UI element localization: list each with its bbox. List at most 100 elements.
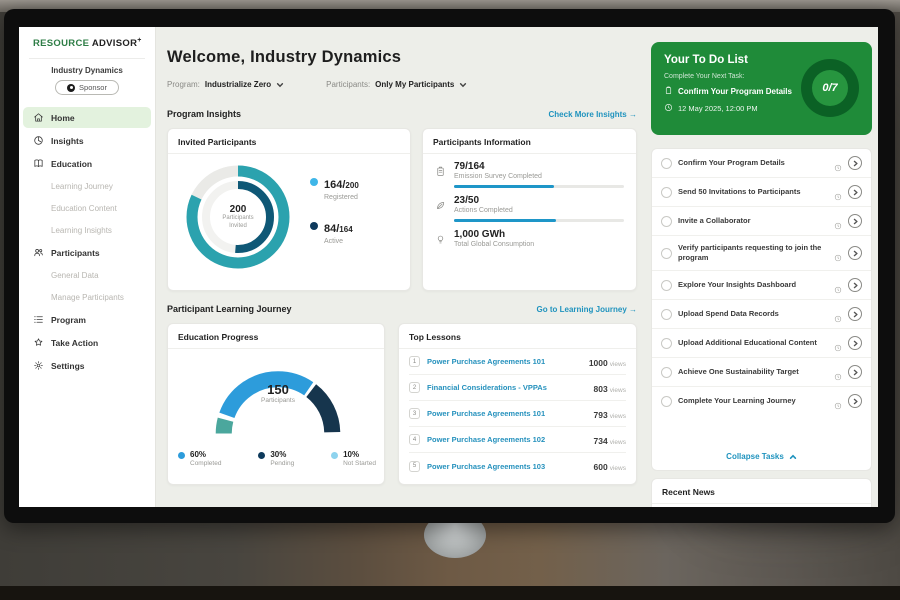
sidebar-item-manage-participants[interactable]: Manage Participants xyxy=(23,287,151,307)
task-row[interactable]: Achieve One Sustainability Target xyxy=(652,358,871,387)
task-row[interactable]: Invite a Collaborator xyxy=(652,207,871,236)
org-name: Industry Dynamics xyxy=(19,66,155,75)
info-row-actions: 23/50 Actions Completed xyxy=(423,188,636,214)
sidebar-item-education[interactable]: Education xyxy=(23,153,151,174)
info-label: Total Global Consumption xyxy=(454,241,534,248)
task-open-button[interactable] xyxy=(848,246,862,260)
program-dropdown[interactable]: Program: Industrialize Zero xyxy=(167,80,284,89)
clock-icon xyxy=(834,159,842,167)
todo-progress-ring: 0/7 xyxy=(801,59,859,117)
task-label: Upload Additional Educational Content xyxy=(678,338,828,348)
clock-icon xyxy=(834,397,842,405)
task-label: Confirm Your Program Details xyxy=(678,158,828,168)
info-label: Actions Completed xyxy=(454,207,513,214)
check-more-insights-link[interactable]: Check More Insights → xyxy=(549,110,637,119)
legend-value-total: 200 xyxy=(345,181,358,190)
sidebar-item-general-data[interactable]: General Data xyxy=(23,265,151,285)
sponsor-badge: Sponsor xyxy=(55,80,119,95)
task-open-button[interactable] xyxy=(848,394,862,408)
task-row[interactable]: Explore Your Insights Dashboard xyxy=(652,271,871,300)
lesson-rank: 3 xyxy=(409,408,420,419)
lesson-link[interactable]: Power Purchase Agreements 102 xyxy=(427,435,587,444)
legend-item-registered: 164/200 Registered xyxy=(310,175,359,201)
section-title-learning-journey: Participant Learning Journey xyxy=(167,304,292,314)
sidebar-item-label: Learning Journey xyxy=(51,182,113,191)
people-icon xyxy=(33,247,44,258)
sidebar-item-learning-insights[interactable]: Learning Insights xyxy=(23,220,151,240)
sidebar-item-label: Take Action xyxy=(51,338,98,348)
task-checkbox[interactable] xyxy=(661,338,672,349)
list-icon xyxy=(33,314,44,325)
task-row[interactable]: Upload Additional Educational Content xyxy=(652,329,871,358)
task-label: Explore Your Insights Dashboard xyxy=(678,280,828,290)
clock-icon xyxy=(834,368,842,376)
task-checkbox[interactable] xyxy=(661,309,672,320)
info-row-emission-survey: 79/164 Emission Survey Completed xyxy=(423,154,636,180)
clock-icon xyxy=(834,310,842,318)
section-title-program-insights: Program Insights xyxy=(167,109,241,119)
sidebar-item-home[interactable]: Home xyxy=(23,107,151,128)
task-open-button[interactable] xyxy=(848,156,862,170)
book-icon xyxy=(33,158,44,169)
lesson-row: 4 Power Purchase Agreements 102 734views xyxy=(409,427,626,453)
task-row[interactable]: Confirm Your Program Details xyxy=(652,149,871,178)
sidebar-item-insights[interactable]: Insights xyxy=(23,130,151,151)
legend-item-active: 84/164 Active xyxy=(310,219,359,245)
legend-label: Active xyxy=(324,238,353,245)
task-open-button[interactable] xyxy=(848,365,862,379)
invited-participants-card: Invited Participants 200 ParticipantsInv… xyxy=(167,128,411,291)
sidebar-item-learning-journey[interactable]: Learning Journey xyxy=(23,176,151,196)
participants-dropdown-label: Participants: xyxy=(326,80,370,89)
lesson-views: 600 xyxy=(594,462,608,472)
task-checkbox[interactable] xyxy=(661,248,672,259)
sidebar-item-education-content[interactable]: Education Content xyxy=(23,198,151,218)
lesson-link[interactable]: Financial Considerations - VPPAs xyxy=(427,383,587,392)
collapse-tasks-link[interactable]: Collapse Tasks xyxy=(652,444,871,470)
task-checkbox[interactable] xyxy=(661,367,672,378)
task-checkbox[interactable] xyxy=(661,280,672,291)
lesson-link[interactable]: Power Purchase Agreements 103 xyxy=(427,462,587,471)
lesson-link[interactable]: Power Purchase Agreements 101 xyxy=(427,409,587,418)
gear-icon xyxy=(33,360,44,371)
task-row[interactable]: Upload Spend Data Records xyxy=(652,300,871,329)
task-open-button[interactable] xyxy=(848,307,862,321)
sidebar-item-program[interactable]: Program xyxy=(23,309,151,330)
link-label: Check More Insights xyxy=(549,110,627,119)
lesson-views: 734 xyxy=(594,436,608,446)
sidebar-item-take-action[interactable]: Take Action xyxy=(23,332,151,353)
link-label: Go to Learning Journey xyxy=(537,305,627,314)
info-value: 23/50 xyxy=(454,195,513,206)
sidebar-item-settings[interactable]: Settings xyxy=(23,355,151,376)
sidebar-item-label: Program xyxy=(51,315,86,325)
gauge-center-label: Participants xyxy=(204,397,352,404)
lesson-views-label: views xyxy=(610,361,626,368)
collapse-tasks-label: Collapse Tasks xyxy=(726,452,784,461)
task-checkbox[interactable] xyxy=(661,396,672,407)
participants-dropdown[interactable]: Participants: Only My Participants xyxy=(326,80,467,89)
todo-subtitle: Complete Your Next Task: xyxy=(664,73,744,80)
task-open-button[interactable] xyxy=(848,278,862,292)
task-open-button[interactable] xyxy=(848,336,862,350)
lesson-rank: 5 xyxy=(409,461,420,472)
task-open-button[interactable] xyxy=(848,185,862,199)
sidebar-nav: Home Insights Education Learning Journey… xyxy=(19,107,155,376)
sidebar-item-label: Manage Participants xyxy=(51,293,124,302)
lesson-row: 3 Power Purchase Agreements 101 793views xyxy=(409,401,626,427)
sidebar-item-label: Education Content xyxy=(51,204,117,213)
sidebar-item-label: General Data xyxy=(51,271,99,280)
task-row[interactable]: Send 50 Invitations to Participants xyxy=(652,178,871,207)
gauge-legend: 60% Completed 30% Pending 10% Not Starte… xyxy=(178,450,376,467)
lesson-row: 1 Power Purchase Agreements 101 1000view… xyxy=(409,349,626,375)
sidebar-item-participants[interactable]: Participants xyxy=(23,242,151,263)
task-checkbox[interactable] xyxy=(661,216,672,227)
lesson-link[interactable]: Power Purchase Agreements 101 xyxy=(427,357,582,366)
task-checkbox[interactable] xyxy=(661,187,672,198)
go-to-learning-journey-link[interactable]: Go to Learning Journey → xyxy=(537,305,637,314)
clock-icon xyxy=(834,249,842,257)
task-row[interactable]: Verify participants requesting to join t… xyxy=(652,236,871,271)
task-checkbox[interactable] xyxy=(661,158,672,169)
task-row[interactable]: Complete Your Learning Journey xyxy=(652,387,871,415)
task-label: Send 50 Invitations to Participants xyxy=(678,187,828,197)
sidebar-item-label: Settings xyxy=(51,361,85,371)
task-open-button[interactable] xyxy=(848,214,862,228)
